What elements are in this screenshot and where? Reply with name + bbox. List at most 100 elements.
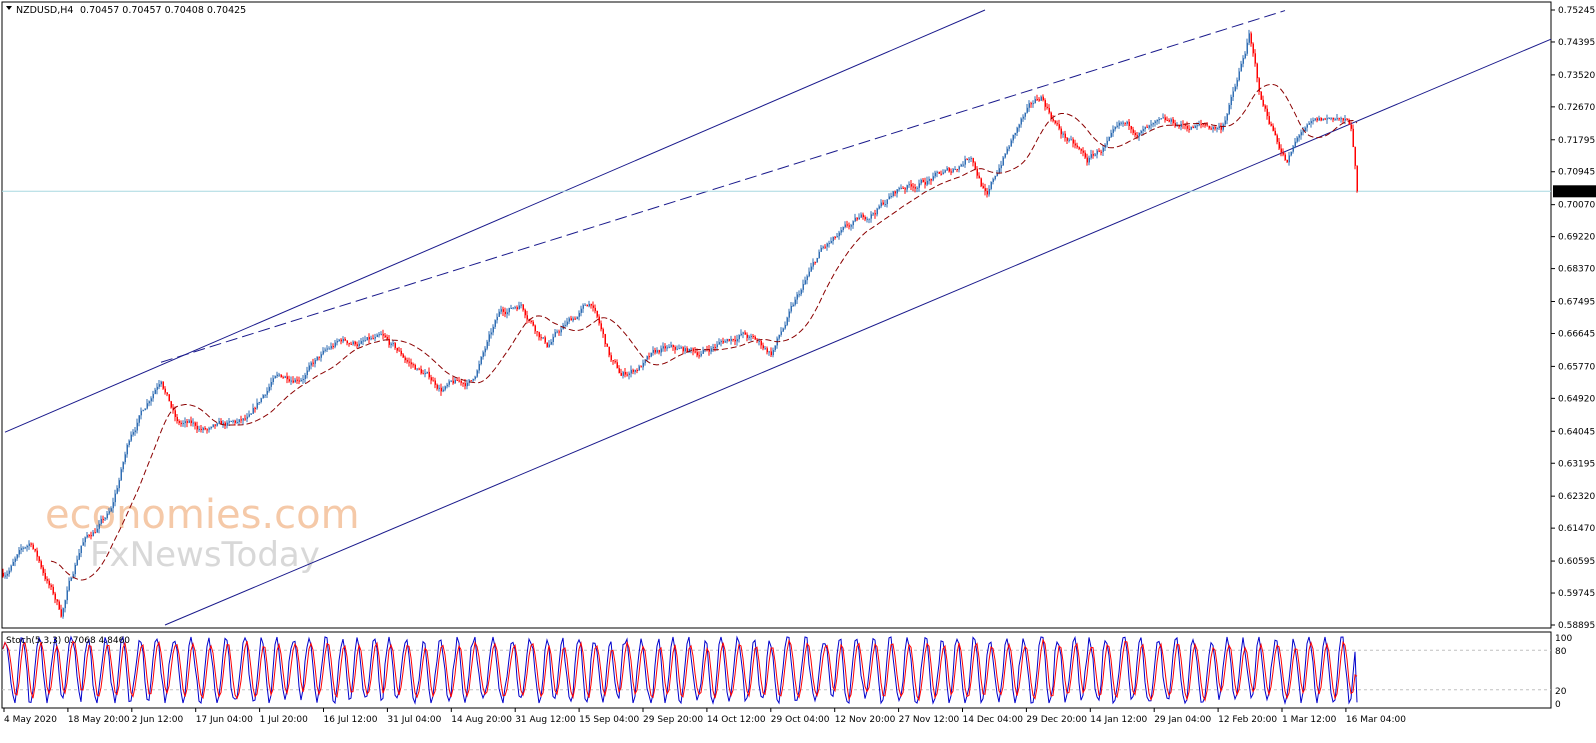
main-pane bbox=[1, 1, 1552, 629]
candle-body bbox=[350, 343, 352, 345]
candle-body bbox=[1274, 130, 1276, 136]
candle-body bbox=[936, 171, 938, 173]
candle-body bbox=[760, 340, 762, 346]
candle-body bbox=[1016, 127, 1018, 133]
candle-body bbox=[858, 217, 860, 220]
candle-body bbox=[778, 334, 780, 339]
candle-body bbox=[1164, 117, 1166, 121]
candle-body bbox=[708, 349, 710, 352]
candle-body bbox=[594, 307, 596, 311]
candle-body bbox=[98, 523, 100, 529]
candle-body bbox=[438, 387, 440, 389]
candle-body bbox=[318, 356, 320, 358]
current-price-tag bbox=[1553, 185, 1596, 198]
candle-body bbox=[140, 410, 142, 416]
candle-body bbox=[940, 173, 942, 175]
candle-body bbox=[470, 380, 472, 382]
candle-body bbox=[700, 353, 702, 356]
candle-body bbox=[538, 332, 540, 338]
upper-channel-trendline[interactable] bbox=[4, 9, 986, 433]
candle-body bbox=[20, 548, 22, 551]
candle-body bbox=[1122, 122, 1124, 124]
candle-body bbox=[1332, 117, 1334, 120]
watermark-fxnewstoday: FxNewsToday bbox=[90, 535, 320, 575]
candle-body bbox=[794, 299, 796, 305]
candle-body bbox=[584, 304, 586, 306]
candle-body bbox=[1250, 33, 1252, 44]
candle-body bbox=[378, 334, 380, 336]
candle-body bbox=[1232, 91, 1234, 97]
candle-body bbox=[566, 321, 568, 325]
candle-body bbox=[790, 306, 792, 312]
candle-body bbox=[66, 590, 68, 601]
candle-body bbox=[582, 305, 584, 309]
candle-body bbox=[334, 342, 336, 347]
candle-body bbox=[194, 422, 196, 426]
candle-body bbox=[916, 187, 918, 189]
candle-body bbox=[1136, 135, 1138, 137]
candle-body bbox=[478, 364, 480, 371]
candle-body bbox=[488, 334, 490, 342]
candle-body bbox=[962, 164, 964, 166]
candle-body bbox=[154, 389, 156, 394]
candle-body bbox=[1270, 123, 1272, 126]
candle-body bbox=[1156, 119, 1158, 122]
x-tick-label: 1 Mar 12:00 bbox=[1282, 715, 1337, 725]
candle-body bbox=[1002, 157, 1004, 166]
candle-body bbox=[338, 339, 340, 341]
candle-body bbox=[930, 179, 932, 181]
candle-body bbox=[952, 169, 954, 172]
candle-body bbox=[1046, 106, 1048, 108]
candle-body bbox=[88, 535, 90, 537]
candle-body bbox=[1294, 141, 1296, 147]
candle-body bbox=[60, 609, 62, 617]
candle-body bbox=[608, 346, 610, 356]
candle-body bbox=[618, 368, 620, 374]
candle-body bbox=[840, 230, 842, 233]
candle-body bbox=[802, 284, 804, 290]
candle-body bbox=[326, 348, 328, 350]
candle-body bbox=[920, 179, 922, 184]
candle-body bbox=[266, 390, 268, 395]
candle-body bbox=[424, 373, 426, 375]
candle-body bbox=[1202, 123, 1204, 125]
candle-body bbox=[394, 343, 396, 348]
candle-body bbox=[48, 580, 50, 586]
candle-body bbox=[834, 236, 836, 238]
candle-body bbox=[372, 338, 374, 340]
candle-body bbox=[412, 364, 414, 366]
candle-body bbox=[856, 217, 858, 220]
candle-body bbox=[1044, 100, 1046, 107]
candle-body bbox=[1194, 125, 1196, 129]
candle-body bbox=[938, 171, 940, 174]
candle-body bbox=[494, 320, 496, 327]
candle-body bbox=[1166, 120, 1168, 122]
stoch-level-label: 0 bbox=[1555, 700, 1561, 710]
candle-body bbox=[568, 318, 570, 322]
candle-body bbox=[1300, 132, 1302, 136]
stoch-signal-line bbox=[2, 638, 1358, 702]
candle-body bbox=[1346, 118, 1348, 120]
candle-body bbox=[616, 362, 618, 369]
x-tick-label: 31 Jul 04:00 bbox=[387, 715, 441, 725]
candle-body bbox=[908, 184, 910, 186]
candle-body bbox=[820, 247, 822, 252]
candle-body bbox=[280, 374, 282, 378]
collapse-triangle-icon[interactable] bbox=[6, 6, 12, 10]
candle-body bbox=[1326, 118, 1328, 120]
candle-body bbox=[974, 162, 976, 169]
candle-body bbox=[416, 368, 418, 370]
candle-body bbox=[994, 175, 996, 180]
candle-body bbox=[878, 206, 880, 209]
candle-body bbox=[536, 331, 538, 333]
resistance-dashed-trendline[interactable] bbox=[160, 10, 1286, 363]
candle-body bbox=[576, 316, 578, 320]
candle-body bbox=[422, 373, 424, 375]
candle-body bbox=[1102, 147, 1104, 152]
candle-body bbox=[614, 361, 616, 363]
candle-body bbox=[598, 316, 600, 324]
candle-body bbox=[134, 430, 136, 433]
candle-body bbox=[232, 420, 234, 422]
candle-body bbox=[1324, 118, 1326, 120]
